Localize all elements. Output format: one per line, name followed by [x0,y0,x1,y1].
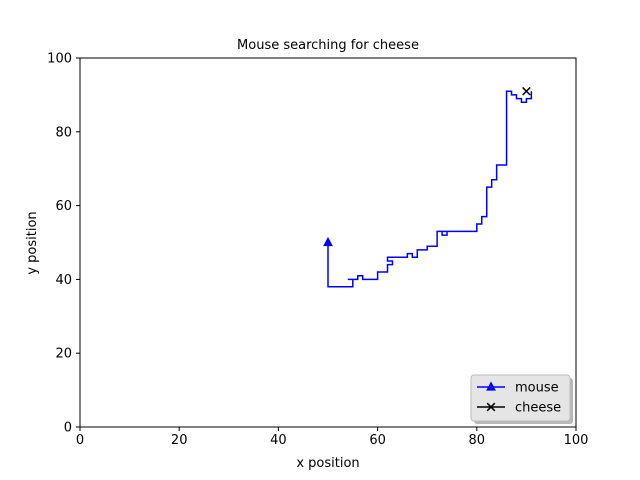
axis-ticks: 0 20 40 60 80 100 0 20 40 60 80 100 [47,52,588,449]
legend-mouse-label: mouse [515,381,559,396]
cheese-marker-stroke-2 [522,86,531,96]
mouse-path [327,90,533,288]
legend: mouse cheese [470,374,573,424]
legend-cheese-label: cheese [515,401,561,416]
y-tick-label: 20 [55,347,72,362]
cheese-marker [522,86,531,96]
y-tick-label: 0 [64,421,72,436]
x-axis-label: x position [296,456,359,471]
plot-area [323,86,533,288]
legend-mouse-marker [486,381,496,391]
y-axis-label: y position [25,211,40,274]
mouse-start-marker [323,236,333,247]
chart-title: Mouse searching for cheese [237,38,419,53]
x-tick-label: 0 [76,433,84,448]
x-tick-label: 80 [469,433,486,448]
y-tick-label: 40 [55,273,72,288]
x-tick-label: 20 [171,433,188,448]
legend-cheese-marker [486,402,496,412]
y-tick-label: 60 [55,199,72,214]
x-tick-label: 40 [270,433,287,448]
axes-frame [79,57,577,428]
x-tick-label: 100 [564,433,589,448]
y-tick-label: 100 [47,52,72,67]
legend-cheese-marker-stroke-2 [486,402,496,412]
x-tick-label: 60 [369,433,386,448]
y-tick-label: 80 [55,125,72,140]
